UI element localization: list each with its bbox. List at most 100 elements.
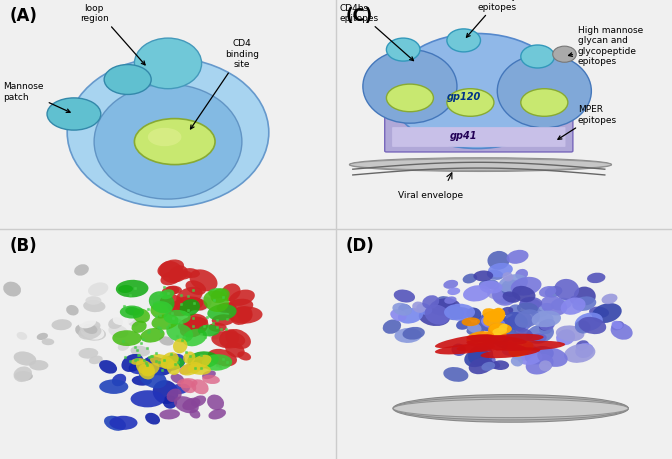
- Ellipse shape: [208, 325, 224, 340]
- Ellipse shape: [501, 280, 521, 297]
- Ellipse shape: [479, 353, 496, 365]
- Ellipse shape: [479, 280, 496, 290]
- Ellipse shape: [390, 34, 564, 149]
- Text: (D): (D): [346, 236, 375, 254]
- Ellipse shape: [539, 361, 552, 371]
- Ellipse shape: [176, 287, 203, 305]
- Ellipse shape: [152, 302, 173, 314]
- Ellipse shape: [495, 335, 521, 349]
- Ellipse shape: [151, 314, 179, 330]
- Ellipse shape: [517, 303, 538, 314]
- Ellipse shape: [487, 252, 509, 270]
- Ellipse shape: [507, 334, 522, 346]
- Ellipse shape: [503, 292, 521, 303]
- Ellipse shape: [174, 396, 199, 414]
- Ellipse shape: [530, 334, 547, 343]
- Ellipse shape: [89, 356, 103, 364]
- Ellipse shape: [462, 274, 477, 284]
- Ellipse shape: [178, 317, 206, 332]
- Ellipse shape: [163, 310, 191, 325]
- Ellipse shape: [208, 323, 226, 332]
- Ellipse shape: [487, 313, 508, 331]
- Ellipse shape: [177, 378, 198, 388]
- Ellipse shape: [466, 308, 481, 320]
- Ellipse shape: [159, 336, 174, 346]
- Ellipse shape: [175, 271, 192, 280]
- Ellipse shape: [552, 47, 576, 63]
- Ellipse shape: [198, 325, 220, 336]
- Ellipse shape: [161, 356, 185, 369]
- Ellipse shape: [94, 85, 242, 200]
- Ellipse shape: [545, 286, 562, 298]
- Ellipse shape: [447, 30, 480, 53]
- Ellipse shape: [211, 331, 245, 349]
- Ellipse shape: [182, 329, 207, 347]
- Ellipse shape: [390, 309, 407, 322]
- Ellipse shape: [134, 39, 202, 90]
- Ellipse shape: [403, 327, 425, 340]
- Ellipse shape: [160, 290, 174, 300]
- Ellipse shape: [507, 341, 514, 348]
- Ellipse shape: [466, 325, 485, 336]
- Ellipse shape: [511, 344, 538, 361]
- Ellipse shape: [579, 317, 606, 335]
- Ellipse shape: [481, 314, 507, 329]
- Ellipse shape: [486, 361, 500, 369]
- Ellipse shape: [515, 269, 528, 280]
- FancyBboxPatch shape: [384, 111, 573, 152]
- Ellipse shape: [161, 354, 185, 371]
- Ellipse shape: [493, 324, 513, 341]
- Ellipse shape: [540, 319, 555, 330]
- Ellipse shape: [83, 324, 97, 334]
- Ellipse shape: [446, 306, 463, 319]
- Ellipse shape: [81, 327, 106, 341]
- Ellipse shape: [140, 365, 151, 375]
- Ellipse shape: [515, 322, 528, 333]
- Ellipse shape: [130, 358, 145, 365]
- Ellipse shape: [611, 323, 632, 340]
- Ellipse shape: [216, 303, 237, 313]
- Ellipse shape: [509, 341, 534, 357]
- Ellipse shape: [575, 320, 591, 334]
- Ellipse shape: [183, 320, 202, 337]
- Ellipse shape: [191, 380, 208, 394]
- Ellipse shape: [464, 348, 489, 367]
- Ellipse shape: [386, 85, 433, 112]
- Ellipse shape: [456, 319, 472, 330]
- Ellipse shape: [125, 307, 140, 316]
- Ellipse shape: [513, 328, 533, 341]
- Ellipse shape: [506, 317, 518, 327]
- Ellipse shape: [501, 307, 513, 315]
- Ellipse shape: [67, 58, 269, 207]
- Ellipse shape: [208, 288, 227, 299]
- Ellipse shape: [151, 303, 169, 319]
- Ellipse shape: [140, 328, 165, 343]
- Text: CD4
binding
site: CD4 binding site: [190, 39, 259, 129]
- Ellipse shape: [148, 129, 181, 147]
- Ellipse shape: [192, 297, 212, 311]
- Ellipse shape: [190, 409, 200, 419]
- Ellipse shape: [392, 303, 412, 316]
- Ellipse shape: [398, 308, 423, 324]
- Ellipse shape: [66, 305, 79, 316]
- Ellipse shape: [520, 297, 542, 309]
- Ellipse shape: [505, 341, 565, 351]
- Ellipse shape: [494, 333, 503, 340]
- Text: Quaternary
antibody
epitopes: Quaternary antibody epitopes: [466, 0, 529, 38]
- Ellipse shape: [132, 376, 152, 386]
- Ellipse shape: [204, 291, 229, 312]
- Ellipse shape: [429, 298, 460, 316]
- Ellipse shape: [118, 342, 129, 351]
- Ellipse shape: [503, 273, 513, 282]
- Text: MPER
epitopes: MPER epitopes: [558, 105, 617, 140]
- Ellipse shape: [511, 277, 542, 296]
- Ellipse shape: [175, 336, 200, 349]
- Ellipse shape: [393, 397, 628, 420]
- Ellipse shape: [208, 409, 226, 420]
- Ellipse shape: [592, 303, 622, 323]
- Ellipse shape: [574, 287, 596, 306]
- Ellipse shape: [75, 325, 90, 337]
- Ellipse shape: [466, 331, 497, 346]
- Ellipse shape: [142, 363, 159, 376]
- Ellipse shape: [435, 297, 456, 314]
